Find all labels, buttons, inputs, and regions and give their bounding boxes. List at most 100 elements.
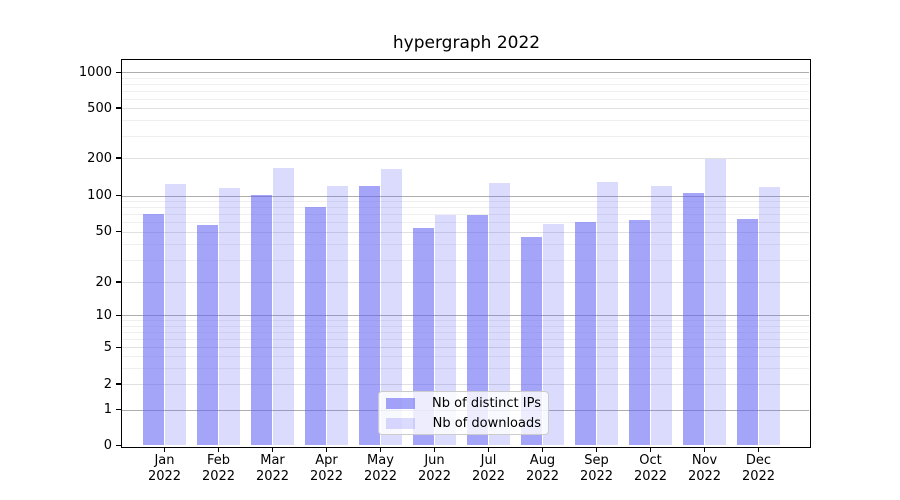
gridline-minor [122, 201, 809, 203]
bar-downloads-sep [596, 182, 619, 446]
x-tick-mark [649, 447, 652, 452]
bar-distinct-ips-apr [304, 207, 327, 446]
gridline-major [122, 72, 809, 74]
x-tick-label-feb: Feb 2022 [201, 452, 236, 484]
x-tick-mark [379, 447, 382, 452]
y-tick-mark [116, 71, 121, 73]
y-tick-label: 50 [95, 224, 112, 239]
gridline-mid [122, 384, 809, 385]
gridline-minor [122, 207, 809, 209]
bar-distinct-ips-nov [682, 192, 705, 446]
gridline-minor [122, 367, 809, 369]
chart-title: hypergraph 2022 [392, 33, 541, 53]
bar-downloads-aug [542, 223, 565, 446]
plot-frame [121, 59, 811, 448]
bar-downloads-mar [272, 167, 295, 446]
x-tick-mark [433, 447, 436, 452]
y-tick-label: 200 [87, 150, 112, 166]
gridline-minor [122, 83, 809, 85]
x-tick-label-apr: Apr 2022 [309, 452, 344, 484]
gridline-major [122, 315, 809, 317]
bar-downloads-may [380, 168, 403, 446]
bar-downloads-jun [434, 214, 457, 446]
gridline-mid [122, 231, 809, 233]
gridline-minor [122, 90, 809, 92]
y-tick-mark [116, 346, 121, 348]
x-tick-mark [541, 447, 544, 452]
x-tick-label-may: May 2022 [363, 452, 398, 484]
gridline-mid [122, 347, 809, 349]
y-tick-mark [116, 314, 121, 316]
y-tick-mark [116, 195, 121, 197]
gridline-minor [122, 243, 809, 245]
x-tick-mark [325, 447, 328, 452]
y-tick-label: 10 [95, 307, 112, 323]
bar-downloads-jan [164, 184, 187, 446]
y-tick-label: 500 [87, 100, 112, 116]
bar-distinct-ips-jan [142, 214, 165, 446]
y-tick-mark [116, 230, 121, 233]
x-tick-mark [703, 447, 706, 452]
gridline-minor [122, 320, 809, 322]
bar-downloads-feb [218, 187, 241, 446]
bar-distinct-ips-feb [196, 224, 219, 446]
x-tick-label-oct: Oct 2022 [633, 452, 668, 484]
x-tick-label-dec: Dec 2022 [741, 452, 776, 484]
x-tick-label-jul: Jul 2022 [471, 452, 506, 484]
gridline-minor [122, 331, 809, 333]
bar-distinct-ips-mar [250, 194, 273, 446]
gridline-minor [122, 222, 809, 224]
x-tick-mark [217, 447, 220, 452]
x-tick-label-sep: Sep 2022 [579, 452, 614, 484]
gridline-minor [122, 77, 809, 79]
gridline-mid [122, 108, 809, 109]
x-tick-label-jan: Jan 2022 [147, 452, 182, 484]
gridline-minor [122, 338, 809, 340]
gridline-minor [122, 325, 809, 327]
gridline-minor [122, 98, 809, 100]
gridline-mid [122, 282, 809, 283]
bar-downloads-dec [758, 186, 781, 446]
bar-downloads-apr [326, 185, 349, 446]
x-tick-label-jun: Jun 2022 [417, 452, 452, 484]
legend-label-downloads: Nb of downloads [432, 415, 541, 431]
y-tick-label: 0 [103, 438, 112, 453]
y-tick-label: 2 [103, 376, 112, 392]
gridline-minor [122, 214, 809, 216]
x-tick-label-mar: Mar 2022 [255, 452, 290, 484]
legend-item-distinct-ips: Nb of distinct IPs [386, 395, 541, 412]
y-tick-mark [116, 383, 121, 385]
x-tick-mark [487, 447, 490, 452]
y-tick-label: 100 [87, 188, 112, 204]
legend-swatch-downloads [386, 417, 415, 429]
bar-distinct-ips-jun [412, 227, 435, 446]
legend-label-distinct-ips: Nb of distinct IPs [432, 395, 541, 411]
bar-distinct-ips-sep [574, 222, 597, 446]
gridline-mid [122, 158, 809, 159]
y-tick-mark [116, 444, 121, 447]
gridline-major [122, 195, 809, 197]
y-tick-mark [116, 107, 121, 109]
plot-area [122, 60, 809, 446]
gridline-minor [122, 135, 809, 137]
x-tick-mark [595, 447, 598, 452]
bar-downloads-jul [488, 183, 511, 446]
gridline-minor [122, 259, 809, 261]
gridline-minor [122, 120, 809, 122]
x-tick-mark [757, 447, 760, 452]
bar-downloads-oct [650, 185, 673, 446]
bar-distinct-ips-oct [628, 220, 651, 446]
y-tick-mark [116, 408, 121, 411]
y-tick-label: 1 [103, 402, 112, 417]
x-tick-mark [163, 447, 166, 452]
bar-distinct-ips-jul [466, 214, 489, 446]
legend-swatch-distinct-ips [386, 397, 415, 409]
y-tick-label: 1000 [78, 64, 112, 80]
y-tick-mark [116, 157, 121, 159]
legend-item-downloads: Nb of downloads [386, 415, 541, 432]
x-tick-label-aug: Aug 2022 [525, 452, 560, 484]
legend: Nb of distinct IPs Nb of downloads [378, 391, 549, 435]
y-tick-label: 20 [95, 274, 112, 290]
gridline-minor [122, 356, 809, 358]
